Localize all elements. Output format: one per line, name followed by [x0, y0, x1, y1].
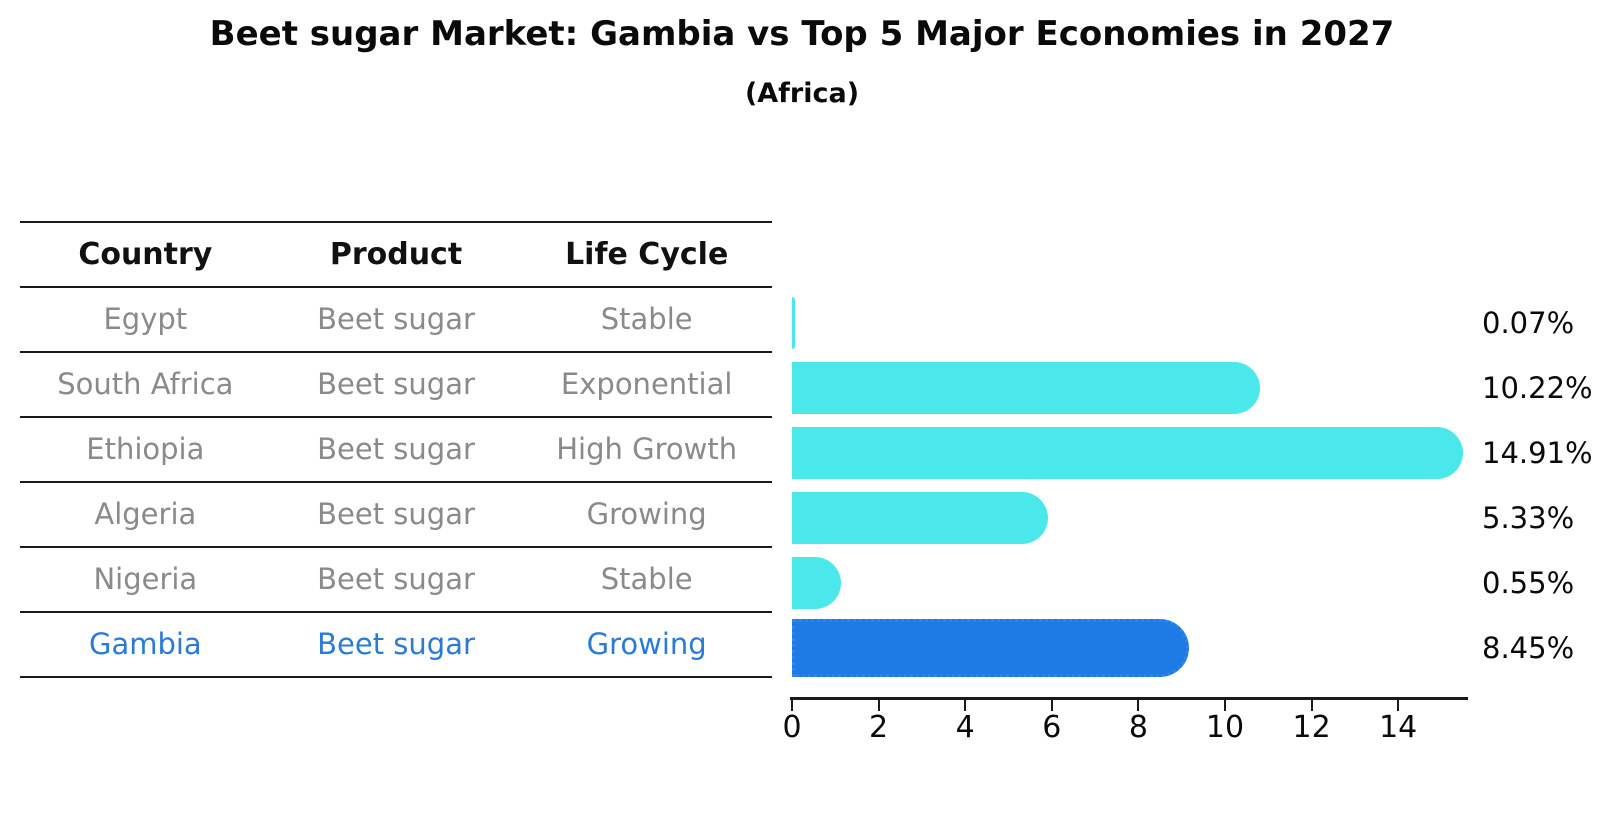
table-header-row: Country Product Life Cycle — [20, 221, 772, 288]
value-label-algeria: 5.33% — [1482, 500, 1575, 535]
cell-country: Egypt — [103, 302, 188, 336]
x-tick-label-6: 6 — [1042, 710, 1062, 745]
table-row-algeria: Algeria Beet sugar Growing — [20, 483, 772, 548]
cell-product: Beet sugar — [317, 627, 475, 661]
country-table: Country Product Life Cycle Egypt Beet sug… — [20, 221, 772, 678]
x-tick-8 — [1137, 700, 1140, 711]
column-header-country: Country — [78, 237, 213, 272]
cell-lifecycle: Growing — [586, 627, 707, 661]
bar-gambia — [792, 618, 1189, 677]
cell-product: Beet sugar — [317, 302, 475, 336]
bar-south-africa — [792, 361, 1260, 414]
cell-lifecycle: Exponential — [560, 367, 733, 401]
cell-lifecycle: Stable — [600, 302, 693, 336]
cell-product: Beet sugar — [317, 497, 475, 531]
table-row-nigeria: Nigeria Beet sugar Stable — [20, 548, 772, 613]
table-row-egypt: Egypt Beet sugar Stable — [20, 288, 772, 353]
table-row-gambia: Gambia Beet sugar Growing — [20, 613, 772, 678]
cell-country: Ethiopia — [86, 432, 205, 466]
cell-country: Nigeria — [93, 562, 198, 596]
cell-country: South Africa — [57, 367, 234, 401]
x-tick-2 — [877, 700, 880, 711]
cell-lifecycle: Stable — [600, 562, 693, 596]
value-label-egypt: 0.07% — [1482, 305, 1575, 340]
cell-product: Beet sugar — [317, 367, 475, 401]
value-label-nigeria: 0.55% — [1482, 565, 1575, 600]
cell-lifecycle: High Growth — [556, 432, 738, 466]
x-tick-label-0: 0 — [782, 710, 802, 745]
x-tick-label-12: 12 — [1292, 710, 1331, 745]
x-tick-0 — [791, 700, 793, 711]
bar-nigeria — [792, 556, 841, 609]
cell-country: Algeria — [94, 497, 197, 531]
x-tick-label-4: 4 — [955, 710, 975, 745]
x-tick-label-2: 2 — [869, 710, 889, 745]
bar-ethiopia — [792, 426, 1463, 479]
value-label-ethiopia: 14.91% — [1482, 435, 1593, 470]
cell-country: Gambia — [88, 627, 202, 661]
table-row-south-africa: South Africa Beet sugar Exponential — [20, 353, 772, 418]
column-header-product: Product — [329, 237, 463, 272]
value-label-south-africa: 10.22% — [1482, 370, 1593, 405]
cell-lifecycle: Growing — [586, 497, 707, 531]
x-tick-14 — [1397, 700, 1400, 711]
x-tick-label-14: 14 — [1379, 710, 1418, 745]
x-tick-10 — [1224, 700, 1226, 711]
cell-product: Beet sugar — [317, 432, 475, 466]
column-header-lifecycle: Life Cycle — [565, 237, 729, 272]
chart-subtitle: (Africa) — [744, 78, 860, 109]
bar-algeria — [792, 491, 1048, 544]
x-tick-label-8: 8 — [1128, 710, 1148, 745]
x-tick-label-10: 10 — [1205, 710, 1245, 745]
value-label-gambia: 8.45% — [1482, 630, 1575, 665]
x-axis-line — [790, 697, 1468, 700]
x-tick-12 — [1310, 700, 1313, 711]
chart-title: Beet sugar Market: Gambia vs Top 5 Major… — [209, 14, 1395, 54]
x-tick-4 — [964, 700, 967, 711]
table-row-ethiopia: Ethiopia Beet sugar High Growth — [20, 418, 772, 483]
cell-product: Beet sugar — [317, 562, 475, 596]
table-body: Egypt Beet sugar Stable South Africa Beet su… — [20, 288, 772, 678]
bar-egypt — [792, 296, 796, 349]
x-tick-6 — [1050, 700, 1053, 711]
